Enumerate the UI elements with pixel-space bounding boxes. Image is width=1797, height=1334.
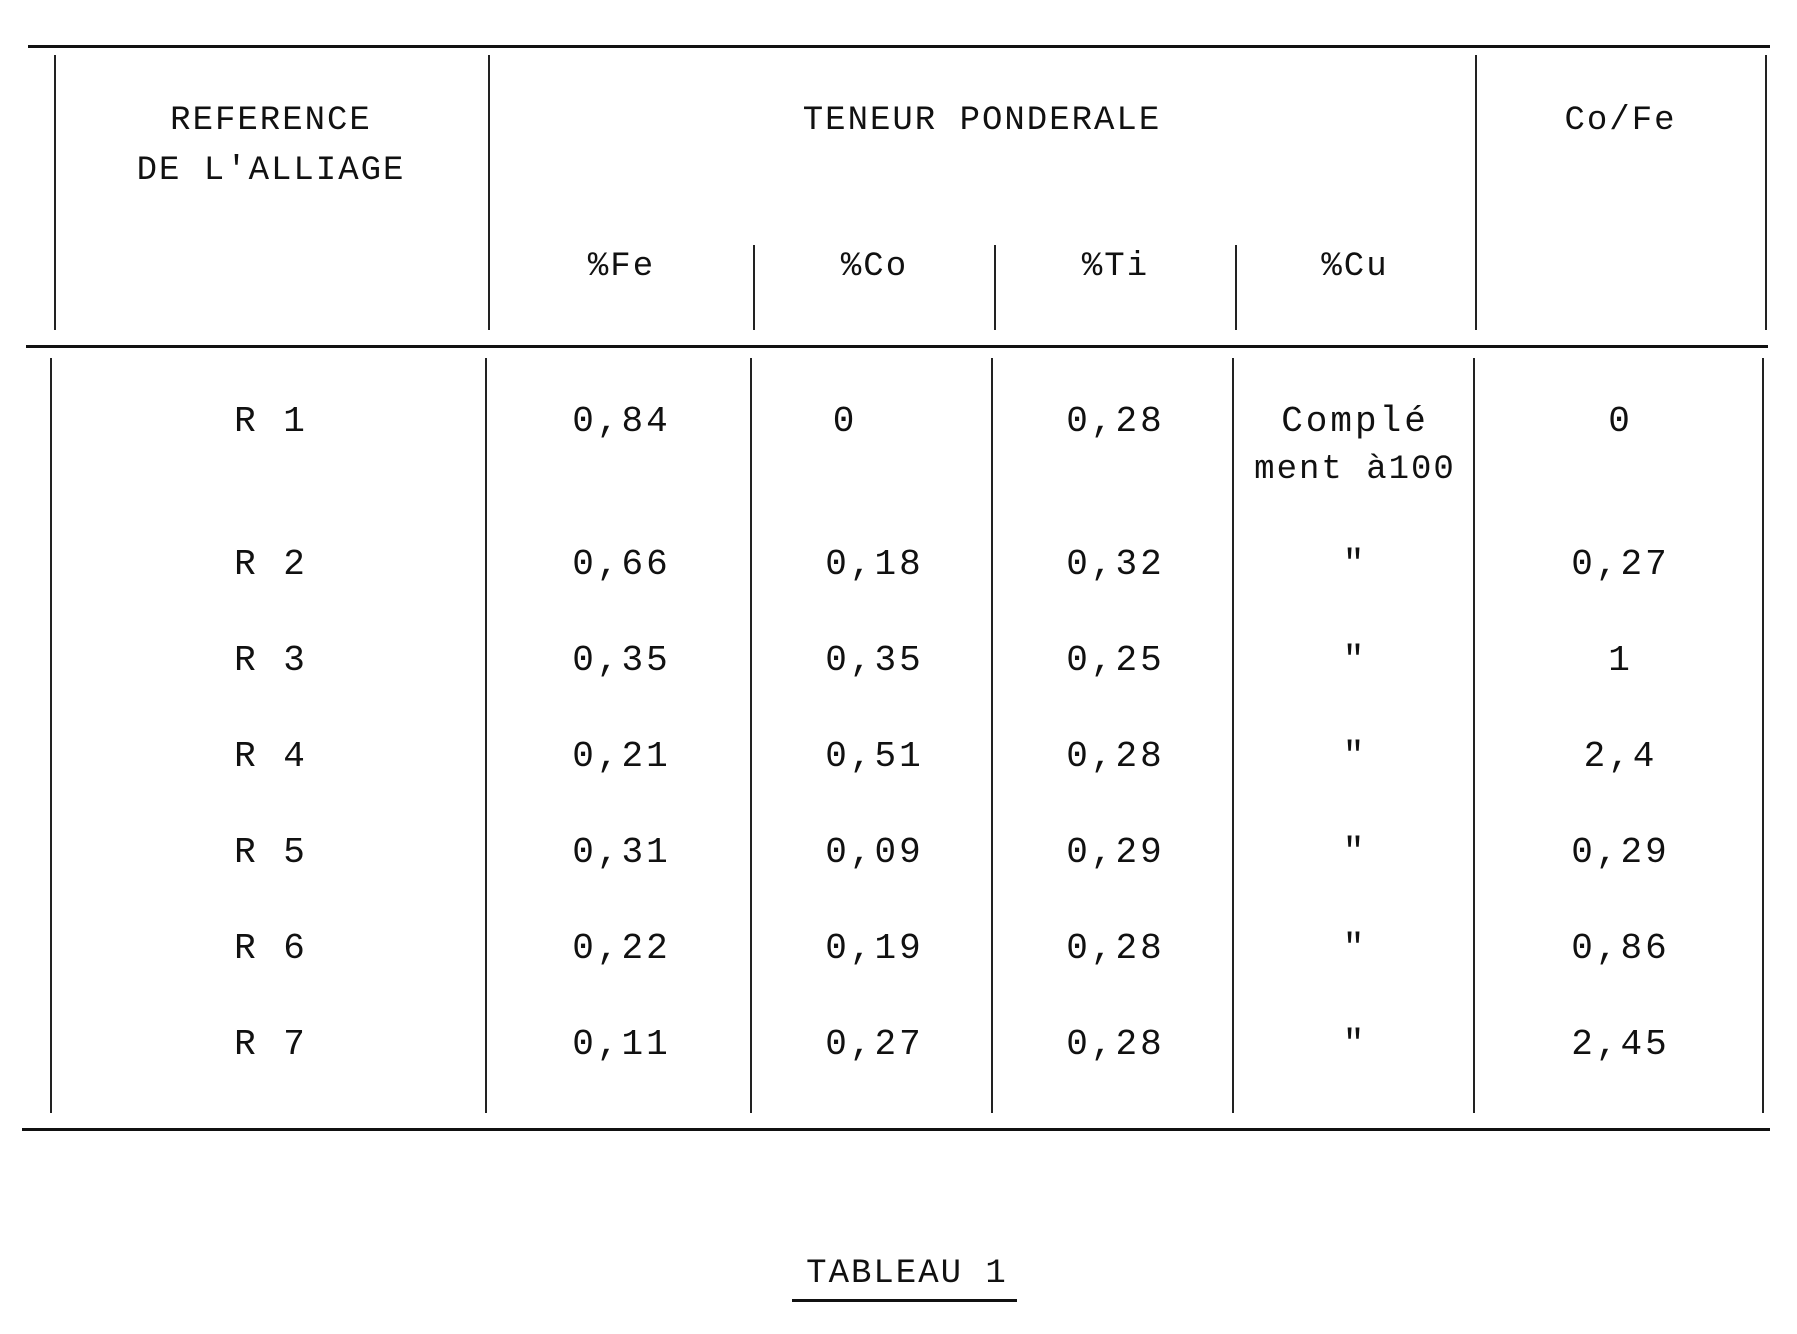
column-divider — [1232, 358, 1234, 1113]
header-bottom-rule — [26, 345, 1768, 348]
column-divider — [1762, 358, 1764, 1113]
header-fe: %Fe — [587, 248, 656, 286]
row-7-ti: 0,28 — [1066, 1024, 1165, 1065]
row-7-reference: R 7 — [234, 1024, 308, 1065]
header-co-fe-ratio: Co/Fe — [1564, 102, 1677, 140]
row-5-co-fe-ratio: 0,29 — [1571, 832, 1670, 873]
row-6-cu: " — [1342, 928, 1368, 969]
row-3-reference: R 3 — [234, 640, 308, 681]
subcolumn-divider — [753, 245, 755, 330]
table-top-rule — [28, 45, 1770, 48]
header-reference-line1: REFERENCE — [170, 102, 372, 140]
subcolumn-divider — [994, 245, 996, 330]
column-divider — [991, 358, 993, 1113]
row-4-co-fe-ratio: 2,4 — [1583, 736, 1658, 777]
column-divider — [1473, 358, 1475, 1113]
subcolumn-divider — [1235, 245, 1237, 330]
header-reference-line2: DE L'ALLIAGE — [136, 152, 406, 190]
row-1-cu: Complé ment à100 — [1237, 398, 1473, 494]
row-6-co-fe-ratio: 0,86 — [1571, 928, 1670, 969]
row-2-cu: " — [1342, 544, 1368, 585]
header-cu: %Cu — [1321, 248, 1389, 286]
row-1-cu-line2: ment à100 — [1254, 451, 1456, 489]
row-2-fe: 0,66 — [572, 544, 671, 585]
row-4-ti: 0,28 — [1066, 736, 1165, 777]
row-1-co: 0 — [832, 401, 858, 442]
row-1-ti: 0,28 — [1066, 401, 1165, 442]
table-caption: TABLEAU 1 — [806, 1255, 1008, 1293]
row-4-reference: R 4 — [234, 736, 308, 777]
row-4-co: 0,51 — [825, 736, 924, 777]
row-1-reference: R 1 — [234, 401, 308, 442]
column-divider — [50, 358, 52, 1113]
row-1-co-fe-ratio: 0 — [1608, 401, 1633, 442]
header-teneur-ponderale: TENEUR PONDERALE — [802, 102, 1162, 140]
row-5-cu: " — [1342, 832, 1368, 873]
row-6-co: 0,19 — [825, 928, 924, 969]
row-5-ti: 0,29 — [1066, 832, 1165, 873]
table-bottom-rule — [22, 1128, 1770, 1131]
row-6-reference: R 6 — [234, 928, 308, 969]
column-divider — [1765, 55, 1767, 330]
row-4-fe: 0,21 — [572, 736, 671, 777]
row-3-co: 0,35 — [825, 640, 924, 681]
row-3-cu: " — [1342, 640, 1368, 681]
column-divider — [488, 55, 490, 330]
row-5-reference: R 5 — [234, 832, 308, 873]
row-2-co: 0,18 — [825, 544, 924, 585]
caption-underline — [792, 1299, 1017, 1302]
row-5-fe: 0,31 — [572, 832, 671, 873]
row-4-cu: " — [1342, 736, 1368, 777]
row-7-co-fe-ratio: 2,45 — [1571, 1024, 1670, 1065]
column-divider — [750, 358, 752, 1113]
column-divider — [54, 55, 56, 330]
row-3-co-fe-ratio: 1 — [1608, 640, 1633, 681]
header-co: %Co — [840, 248, 909, 286]
row-1-fe: 0,84 — [572, 401, 671, 442]
column-divider — [1475, 55, 1477, 330]
row-7-fe: 0,11 — [572, 1024, 671, 1065]
row-1-cu-line1: Complé — [1281, 401, 1429, 442]
row-2-reference: R 2 — [234, 544, 308, 585]
row-7-cu: " — [1342, 1024, 1368, 1065]
row-5-co: 0,09 — [825, 832, 924, 873]
header-reference: REFERENCE DE L'ALLIAGE — [56, 96, 486, 196]
row-6-fe: 0,22 — [572, 928, 671, 969]
row-3-fe: 0,35 — [572, 640, 671, 681]
row-3-ti: 0,25 — [1066, 640, 1165, 681]
row-7-co: 0,27 — [825, 1024, 924, 1065]
column-divider — [485, 358, 487, 1113]
row-6-ti: 0,28 — [1066, 928, 1165, 969]
row-2-ti: 0,32 — [1066, 544, 1165, 585]
header-ti: %Ti — [1081, 248, 1150, 286]
row-2-co-fe-ratio: 0,27 — [1571, 544, 1670, 585]
